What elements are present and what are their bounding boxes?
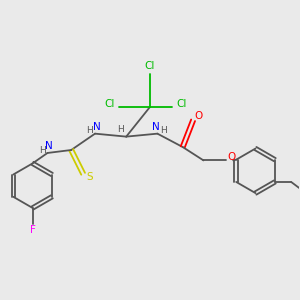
- Text: Cl: Cl: [104, 99, 115, 109]
- Text: H: H: [86, 126, 93, 135]
- Text: H: H: [39, 146, 46, 154]
- Text: Cl: Cl: [145, 61, 155, 71]
- Text: F: F: [30, 225, 35, 235]
- Text: S: S: [86, 172, 93, 182]
- Text: H: H: [160, 126, 167, 135]
- Text: Cl: Cl: [177, 99, 187, 109]
- Text: N: N: [93, 122, 101, 132]
- Text: H: H: [118, 125, 124, 134]
- Text: O: O: [227, 152, 235, 162]
- Text: N: N: [152, 122, 160, 132]
- Text: N: N: [45, 141, 53, 152]
- Text: O: O: [194, 111, 202, 121]
